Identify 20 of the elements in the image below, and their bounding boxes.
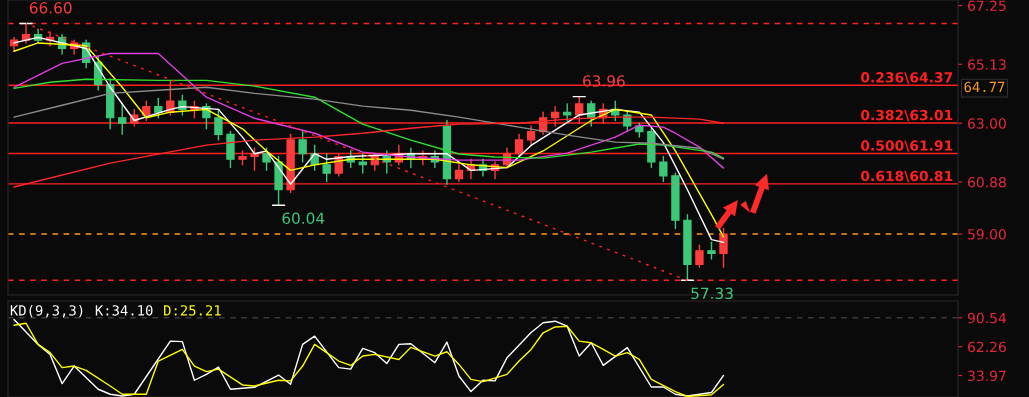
annotation: 57.33: [691, 287, 733, 300]
y-tick-label: 59.00: [968, 229, 1006, 240]
y-tick-label: 90.54: [967, 312, 1007, 324]
y-tick-label: 60.88: [968, 176, 1006, 188]
text: D:25.21: [164, 305, 221, 316]
ref-line-label: 0.500\61.91: [860, 140, 953, 152]
ref-line-label: 0.382\63.01: [860, 109, 953, 122]
annotation: 60.04: [282, 212, 325, 225]
annotation: 66.60: [29, 2, 72, 14]
y-tick-label: 62.26: [968, 341, 1006, 353]
text: 64.77: [964, 81, 1005, 93]
ref-line-label: 0.618\60.81: [860, 170, 953, 183]
y-tick-label: 67.25: [968, 0, 1006, 12]
annotation: 63.96: [583, 75, 625, 87]
y-tick-label: 33.97: [968, 370, 1006, 382]
y-tick-label: 63.00: [968, 118, 1006, 129]
y-tick-label: 65.13: [968, 59, 1006, 70]
ref-line-label: 0.236\64.37: [860, 72, 953, 84]
text: K:34.10: [95, 305, 153, 316]
chart-title: KD(9,3,3): [10, 304, 83, 318]
